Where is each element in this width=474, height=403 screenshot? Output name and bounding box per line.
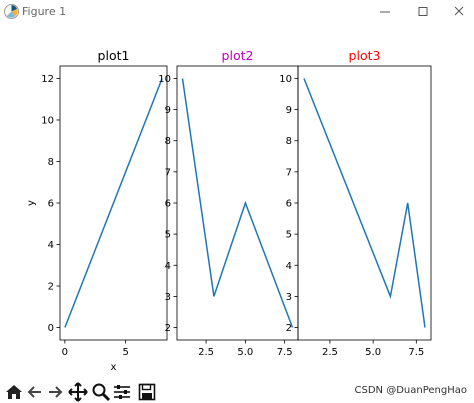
configure-subplots-icon[interactable] — [112, 382, 132, 402]
plot3-ytick-label: 8 — [286, 136, 292, 147]
plot2-ytick-label: 5 — [165, 230, 171, 241]
figure-svg: plot1 0 5 0 2 4 6 8 10 12 x y plot2 2.5 5.0 7.5 2 3 4 5 6 7 8 9… — [26, 48, 432, 373]
plot3-xtick-label: 5.0 — [365, 347, 381, 358]
close-button[interactable] — [450, 4, 468, 20]
plot2-axes-frame — [176, 65, 299, 341]
plot2-series-line — [181, 78, 294, 328]
save-icon[interactable] — [137, 382, 157, 402]
navigation-toolbar: CSDN @DuanPengHao — [0, 380, 474, 403]
plot1-xtick-label: 5 — [122, 347, 128, 358]
plot1-series-line — [64, 78, 163, 328]
figure-canvas: plot1 0 5 0 2 4 6 8 10 12 x y plot2 2.5 5.0 7.5 2 3 4 5 6 7 8 9… — [0, 24, 474, 378]
minimize-icon — [380, 11, 390, 13]
maximize-icon — [418, 7, 428, 16]
home-icon[interactable] — [4, 382, 24, 402]
plot1-xlabel: x — [111, 362, 117, 373]
plot2-ytick-label: 6 — [165, 199, 171, 210]
plot2-ytick-label: 4 — [165, 261, 171, 272]
plot3-axes-frame — [297, 65, 432, 341]
maximize-button[interactable] — [414, 4, 432, 20]
plot1-ytick-label: 12 — [41, 74, 54, 85]
plot2-ytick-label: 2 — [165, 323, 171, 334]
plot1-ytick-label: 2 — [48, 282, 54, 293]
plot2-xtick-label: 7.5 — [277, 347, 293, 358]
minimize-button[interactable] — [376, 4, 394, 20]
plot2-xtick-label: 5.0 — [237, 347, 253, 358]
forward-arrow-icon[interactable] — [45, 382, 65, 402]
plot2-ytick-label: 10 — [158, 74, 171, 85]
matplotlib-logo-icon — [4, 4, 19, 19]
window-title: Figure 1 — [22, 5, 67, 18]
plot3-ytick-label: 7 — [286, 167, 292, 178]
plot2-ytick-label: 9 — [165, 105, 171, 116]
plot1-ytick-label: 10 — [41, 115, 54, 126]
plot1-title: plot1 — [98, 48, 130, 63]
plot3-title: plot3 — [349, 48, 381, 63]
plot2-xtick-label: 2.5 — [198, 347, 214, 358]
plot3-xtick-label: 2.5 — [322, 347, 338, 358]
plot3-ytick-label: 10 — [279, 74, 292, 85]
watermark: CSDN @DuanPengHao — [354, 385, 467, 396]
plot3-ytick-label: 9 — [286, 105, 292, 116]
plot3-ytick-label: 6 — [286, 199, 292, 210]
plot2-title: plot2 — [222, 48, 254, 63]
plot3-ytick-label: 4 — [286, 261, 292, 272]
back-arrow-icon[interactable] — [25, 382, 45, 402]
pan-icon[interactable] — [68, 382, 88, 402]
zoom-icon[interactable] — [91, 382, 111, 402]
plot3-xtick-label: 7.5 — [408, 347, 424, 358]
plot3-ytick-label: 5 — [286, 230, 292, 241]
plot2-ytick-label: 8 — [165, 136, 171, 147]
plot1-ytick-label: 4 — [48, 240, 54, 251]
plot1-ytick-label: 0 — [48, 323, 54, 334]
plot3-ytick-label: 2 — [286, 323, 292, 334]
plot3-series-line — [303, 78, 426, 328]
plot1-ytick-label: 8 — [48, 157, 54, 168]
title-bar: Figure 1 — [0, 0, 474, 25]
plot1-xtick-label: 0 — [62, 347, 68, 358]
plot2-ytick-label: 7 — [165, 167, 171, 178]
plot1-ylabel: y — [26, 200, 37, 206]
plot3-ytick-label: 3 — [286, 292, 292, 303]
plot2-ytick-label: 3 — [165, 292, 171, 303]
close-icon — [454, 6, 464, 16]
plot1-ytick-label: 6 — [48, 199, 54, 210]
